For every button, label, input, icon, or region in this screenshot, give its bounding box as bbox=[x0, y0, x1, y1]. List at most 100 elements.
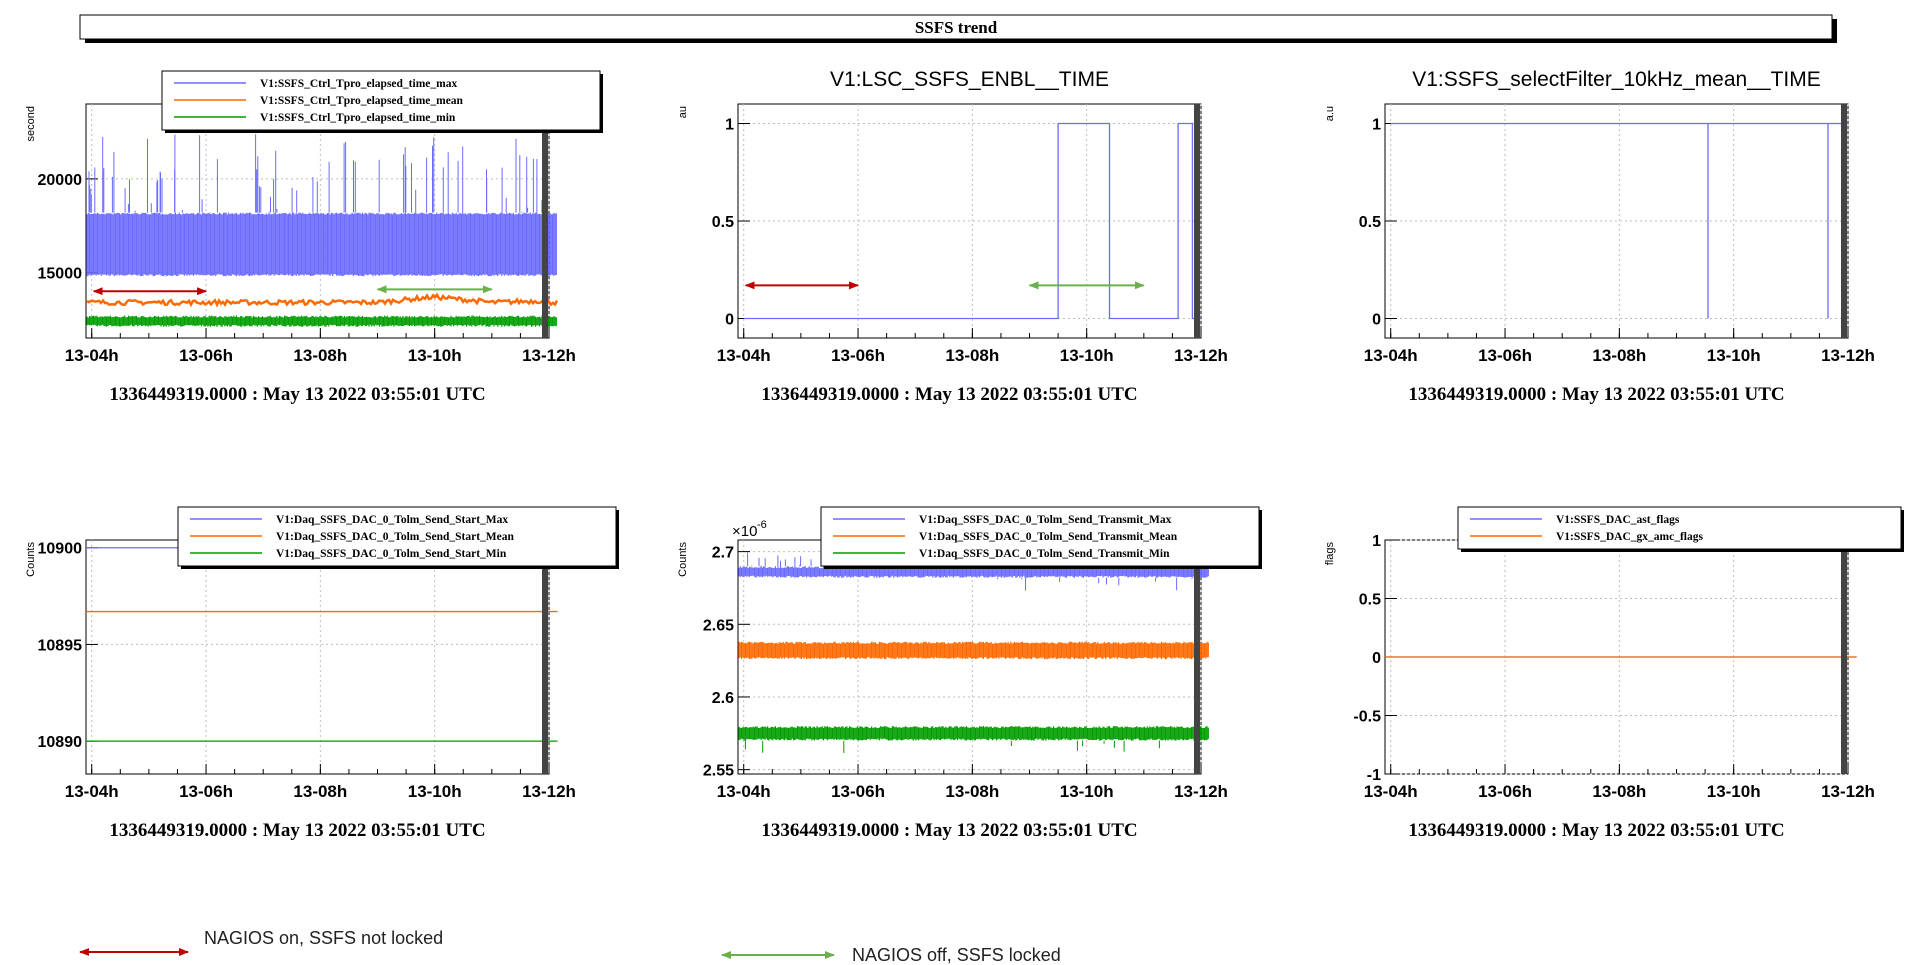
series-band bbox=[86, 315, 557, 327]
legend-label: V1:Daq_SSFS_DAC_0_Tolm_Send_Transmit_Max bbox=[919, 514, 1172, 526]
y-tick-label: 2.55 bbox=[703, 763, 734, 780]
series-line bbox=[1390, 122, 1848, 319]
legend-label: V1:Daq_SSFS_DAC_0_Tolm_Send_Start_Min bbox=[276, 548, 507, 560]
legend-label: V1:SSFS_Ctrl_Tpro_elapsed_time_min bbox=[260, 112, 456, 124]
y-axis-label: second bbox=[25, 106, 37, 141]
series-band bbox=[86, 212, 557, 277]
x-tick-label: 13-12h bbox=[522, 346, 576, 365]
y-tick-label: 2.7 bbox=[712, 545, 734, 562]
page-title: SSFS trend bbox=[915, 18, 998, 37]
timestamp-label: 1336449319.0000 : May 13 2022 03:55:01 U… bbox=[1408, 384, 1784, 405]
series-spikes bbox=[88, 134, 543, 213]
legend: V1:SSFS_Ctrl_Tpro_elapsed_time_max V1:SSF… bbox=[161, 70, 603, 133]
plot-end-marker bbox=[1841, 104, 1847, 338]
y-tick-label: 0.5 bbox=[1359, 592, 1381, 609]
y-multiplier-exponent: -6 bbox=[757, 519, 767, 531]
y-tick-label: 1 bbox=[1372, 533, 1381, 550]
y-tick-label: 2.6 bbox=[712, 690, 734, 707]
plot-end-marker bbox=[1841, 540, 1847, 774]
x-tick-label: 13-06h bbox=[831, 346, 885, 365]
y-axis-label: Counts bbox=[25, 542, 37, 577]
x-tick-label: 13-08h bbox=[1592, 346, 1646, 365]
x-tick-label: 13-04h bbox=[717, 346, 771, 365]
x-tick-label: 13-08h bbox=[1592, 782, 1646, 801]
x-tick-label: 13-06h bbox=[831, 782, 885, 801]
y-tick-label: 10895 bbox=[38, 637, 83, 654]
chart-panel-5: 13-04h 13-06h 13-08h 13-10h 13-12h 2.55 2.6 2.6… bbox=[677, 506, 1262, 841]
timestamp-label: 1336449319.0000 : May 13 2022 03:55:01 U… bbox=[109, 820, 485, 841]
series-band bbox=[738, 726, 1209, 741]
y-tick-label: 1 bbox=[1372, 117, 1381, 134]
legend-label: V1:SSFS_DAC_gx_amc_flags bbox=[1556, 531, 1703, 543]
plot-end-marker bbox=[542, 104, 548, 338]
x-tick-label: 13-06h bbox=[1478, 346, 1532, 365]
y-tick-label: 10890 bbox=[38, 734, 83, 751]
y-tick-label: 1 bbox=[725, 117, 734, 134]
legend-label: V1:Daq_SSFS_DAC_0_Tolm_Send_Start_Mean bbox=[276, 531, 515, 543]
series-1 bbox=[86, 134, 557, 277]
y-tick-label: 0 bbox=[1372, 312, 1381, 329]
series-3 bbox=[738, 726, 1209, 753]
x-tick-label: 13-12h bbox=[1821, 782, 1875, 801]
chart-title: V1:SSFS_selectFilter_10kHz_mean__TIME bbox=[1412, 68, 1821, 91]
chart-panel-6: 13-04h 13-06h 13-08h 13-10h 13-12h -1 -0.5 0 0.5… bbox=[1324, 506, 1904, 841]
series-line bbox=[743, 122, 1201, 320]
x-tick-label: 13-12h bbox=[1174, 782, 1228, 801]
series-band bbox=[738, 566, 1209, 578]
legend: V1:Daq_SSFS_DAC_0_Tolm_Send_Start_Max V1:… bbox=[177, 506, 619, 569]
y-axis-label: flags bbox=[1324, 542, 1336, 566]
x-tick-label: 13-10h bbox=[1060, 346, 1114, 365]
plot-frame bbox=[85, 539, 550, 775]
timestamp-label: 1336449319.0000 : May 13 2022 03:55:01 U… bbox=[1408, 820, 1784, 841]
annotation-legend: NAGIOS on, SSFS not locked NAGIOS off, S… bbox=[79, 928, 1061, 965]
x-tick-label: 13-08h bbox=[945, 782, 999, 801]
y-tick-label: 0 bbox=[1372, 650, 1381, 667]
title-bar: SSFS trend bbox=[79, 14, 1837, 43]
chart-panel-3: 13-04h 13-06h 13-08h 13-10h 13-12h 0 0.5 1 a.u V1… bbox=[1324, 68, 1875, 405]
series-band bbox=[738, 641, 1209, 660]
plot-end-marker bbox=[1194, 540, 1200, 774]
series-2 bbox=[86, 292, 559, 308]
legend-label: V1:SSFS_DAC_ast_flags bbox=[1556, 514, 1680, 526]
x-tick-label: 13-10h bbox=[1060, 782, 1114, 801]
x-tick-label: 13-04h bbox=[1364, 346, 1418, 365]
timestamp-label: 1336449319.0000 : May 13 2022 03:55:01 U… bbox=[109, 384, 485, 405]
x-tick-label: 13-10h bbox=[408, 782, 462, 801]
legend-label: V1:SSFS_Ctrl_Tpro_elapsed_time_max bbox=[260, 78, 457, 90]
series-dips bbox=[997, 577, 1193, 591]
chart-panel-1: 13-04h 13-06h 13-08h 13-10h 13-12h 15000 20000… bbox=[25, 70, 603, 405]
legend-box bbox=[1457, 506, 1902, 550]
y-tick-label: -0.5 bbox=[1353, 709, 1381, 726]
y-axis-label: Counts bbox=[677, 542, 689, 577]
chart-panel-2: 13-04h 13-06h 13-08h 13-10h 13-12h 0 0.5 1 au V1:… bbox=[677, 68, 1228, 405]
x-tick-label: 13-06h bbox=[179, 346, 233, 365]
legend-label: V1:Daq_SSFS_DAC_0_Tolm_Send_Start_Max bbox=[276, 514, 508, 526]
series-1 bbox=[743, 122, 1201, 320]
x-tick-label: 13-06h bbox=[1478, 782, 1532, 801]
y-multiplier: ×10 bbox=[732, 523, 757, 540]
x-tick-label: 13-06h bbox=[179, 782, 233, 801]
x-tick-label: 13-04h bbox=[65, 782, 119, 801]
timestamp-label: 1336449319.0000 : May 13 2022 03:55:01 U… bbox=[761, 384, 1137, 405]
y-axis-label: au bbox=[677, 106, 689, 118]
chart-panel-4: 13-04h 13-06h 13-08h 13-10h 13-12h 10890 10895… bbox=[25, 506, 619, 841]
chart-title: V1:LSC_SSFS_ENBL__TIME bbox=[830, 68, 1109, 91]
series-3 bbox=[86, 315, 557, 327]
red-arrow-label: NAGIOS on, SSFS not locked bbox=[204, 928, 443, 948]
x-tick-label: 13-08h bbox=[293, 782, 347, 801]
green-arrow-label: NAGIOS off, SSFS locked bbox=[852, 945, 1061, 965]
y-tick-label: 20000 bbox=[38, 172, 83, 189]
y-tick-label: 0 bbox=[725, 312, 734, 329]
y-tick-label: 0.5 bbox=[712, 214, 734, 231]
series-2 bbox=[738, 641, 1209, 660]
x-tick-label: 13-10h bbox=[1707, 782, 1761, 801]
y-axis-label: a.u bbox=[1324, 106, 1336, 121]
x-tick-label: 13-04h bbox=[717, 782, 771, 801]
series-1 bbox=[1390, 122, 1848, 319]
legend: V1:SSFS_DAC_ast_flags V1:SSFS_DAC_gx_amc_… bbox=[1457, 506, 1904, 552]
series-line bbox=[86, 292, 559, 308]
x-tick-label: 13-10h bbox=[408, 346, 462, 365]
x-tick-label: 13-12h bbox=[1174, 346, 1228, 365]
x-tick-label: 13-08h bbox=[945, 346, 999, 365]
